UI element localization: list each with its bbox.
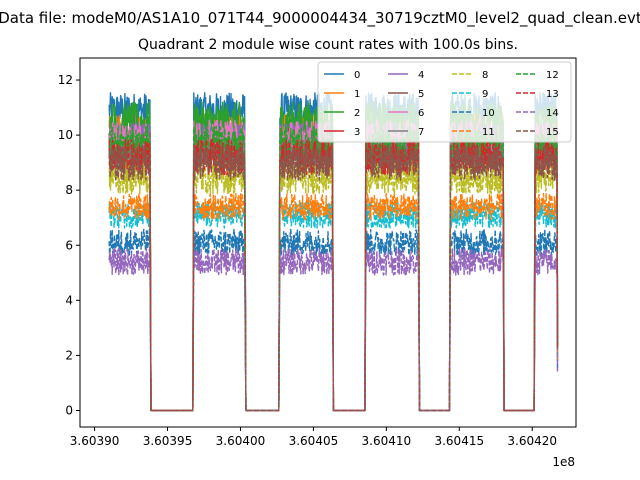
x-axis: 3.60390 3.60395 3.60400 3.60405 3.60410 3.604… (70, 427, 557, 448)
legend-label-12: 12 (546, 70, 559, 81)
legend-box (317, 61, 572, 143)
y-tick-label: 6 (65, 238, 73, 252)
legend-label-5: 5 (418, 89, 424, 100)
chart-suptitle: Data file: modeM0/AS1A10_071T44_90000044… (0, 9, 640, 28)
series-line-15 (108, 144, 559, 412)
legend-label-10: 10 (482, 108, 495, 119)
x-tick-label: 3.60395 (143, 434, 193, 448)
legend-label-13: 13 (546, 89, 559, 100)
legend-label-8: 8 (482, 70, 488, 81)
x-tick-label: 3.60405 (289, 434, 339, 448)
legend-label-11: 11 (482, 127, 495, 138)
legend-label-6: 6 (418, 108, 424, 119)
x-tick-label: 3.60410 (362, 434, 412, 448)
chart-title: Quadrant 2 module wise count rates with … (138, 37, 518, 53)
x-offset-label: 1e8 (552, 455, 575, 469)
legend-label-15: 15 (546, 127, 559, 138)
x-tick-label: 3.60415 (434, 434, 484, 448)
series-line-11 (108, 192, 559, 412)
legend-label-1: 1 (354, 89, 360, 100)
x-tick-label: 3.60400 (216, 434, 266, 448)
series-line-10 (108, 228, 559, 412)
y-tick-label: 4 (65, 293, 73, 307)
y-tick-label: 2 (65, 348, 73, 362)
legend-label-14: 14 (546, 108, 559, 119)
legend-label-9: 9 (482, 89, 488, 100)
x-tick-label: 3.60420 (507, 434, 557, 448)
legend-label-2: 2 (354, 108, 360, 119)
y-tick-label: 8 (65, 183, 73, 197)
y-tick-label: 12 (58, 73, 73, 87)
y-tick-label: 0 (65, 403, 73, 417)
series-line-14 (108, 247, 559, 412)
legend-label-0: 0 (354, 70, 360, 81)
y-axis: 0 2 4 6 8 10 12 (58, 73, 80, 417)
legend-label-4: 4 (418, 70, 424, 81)
legend-label-7: 7 (418, 127, 424, 138)
legend-label-3: 3 (354, 127, 360, 138)
y-tick-label: 10 (58, 128, 73, 142)
x-tick-label: 3.60390 (70, 434, 120, 448)
axes-frame (79, 57, 577, 428)
